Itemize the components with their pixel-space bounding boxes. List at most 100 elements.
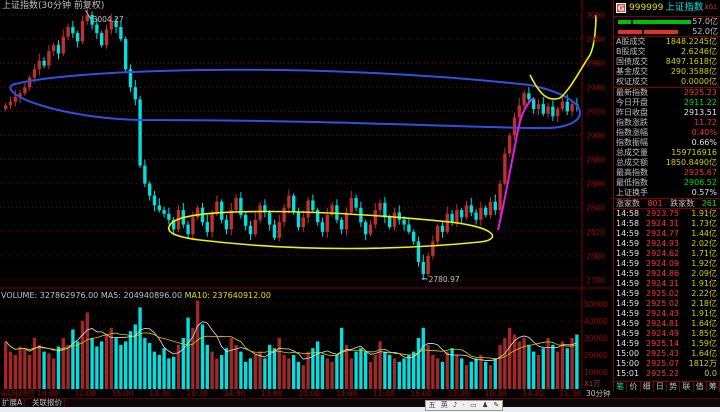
candle-body <box>32 69 37 78</box>
tick-time: 14:59 <box>616 239 640 248</box>
volume-bar <box>282 355 286 389</box>
candle-body <box>445 213 449 232</box>
candle-body <box>277 222 281 238</box>
tick-price: 2924.49 <box>646 329 680 338</box>
candle-body <box>244 214 248 226</box>
kline-chart[interactable]: 3000 2980 2960 2940 2920 2900 2880 2860 2840 2820… <box>0 0 612 390</box>
xg-badge: XG1 <box>704 4 717 11</box>
tick-price: 2924.62 <box>646 249 680 258</box>
candle-body <box>152 195 157 206</box>
price-tick-label: 2960 <box>586 59 605 68</box>
time-label: 10:30 <box>484 389 507 398</box>
tick-row: 14:59 2924.62 1.71亿 <box>614 249 720 259</box>
volume-bar <box>364 351 368 389</box>
ime-button[interactable]: ✎ <box>493 401 500 409</box>
candle-body <box>508 135 512 154</box>
candle-body <box>498 183 502 211</box>
quote-row-label: 指数涨幅 <box>616 128 648 137</box>
candle-body <box>205 222 209 232</box>
candle-body <box>229 210 233 230</box>
candle-body <box>71 27 75 34</box>
candle-body <box>335 205 339 220</box>
up-count: 801 <box>647 199 663 208</box>
turnover-section: A股成交 1848.2245亿 B股成交 2.6246亿 国债成交 8497.1618亿基… <box>614 37 720 88</box>
g-icon[interactable]: G <box>616 3 626 13</box>
price-tick-label: 2940 <box>586 83 605 92</box>
panel-tab[interactable]: 筹 <box>707 382 720 392</box>
quote-row-value: 2911.22 <box>683 98 717 107</box>
time-label: 11:30 <box>559 389 582 398</box>
volume-bar <box>349 358 353 389</box>
tick-price: 2924.81 <box>646 319 680 328</box>
volume-bar <box>402 358 406 389</box>
period-selector[interactable]: 30分钟 <box>586 389 611 398</box>
tick-row: 14:58 2923.75 1.91亿 <box>614 209 720 219</box>
candle-body <box>397 212 401 220</box>
volume-bar <box>421 327 425 389</box>
quote-row-value: 1850.8490亿 <box>665 158 717 167</box>
ime-button[interactable]: 五 <box>428 401 436 409</box>
ime-button[interactable]: ♟ <box>481 401 489 409</box>
quote-row-label: 总成交额 <box>616 158 648 167</box>
volume-bar <box>109 327 113 389</box>
panel-tab[interactable]: 值 <box>694 382 707 392</box>
candle-body <box>143 165 147 184</box>
candle-body <box>61 36 65 54</box>
volume-bar <box>296 361 301 389</box>
related-quote-button[interactable]: 关联报价 <box>30 399 65 407</box>
candle-body <box>90 15 94 25</box>
tick-time: 14:59 <box>616 259 640 268</box>
tick-list[interactable]: 14:58 2923.75 1.91亿 14:58 2924.31 1.73亿 14:59 2… <box>614 209 720 379</box>
volume-bar <box>320 355 325 389</box>
quote-row-label: 昨日收盘 <box>616 108 648 117</box>
volume-bar <box>104 334 109 389</box>
candle-body <box>320 222 325 232</box>
ext-a-button[interactable]: 扩展A <box>0 399 26 407</box>
panel-tab[interactable]: 日 <box>654 382 667 392</box>
tick-time: 14:59 <box>616 299 640 308</box>
turnover-row-value: 0.0000亿 <box>681 77 717 86</box>
candle-body <box>42 60 46 66</box>
ime-toolbar: 五英 ♪ · ▭ ♟ ✎ <box>425 400 503 411</box>
bar1-value: 57.0亿 <box>692 17 718 26</box>
tick-price: 2925.07 <box>646 359 680 368</box>
candle-body <box>469 205 473 213</box>
ime-button[interactable]: ♪ <box>453 401 458 409</box>
candle-body <box>172 219 176 230</box>
candle-body <box>37 60 41 70</box>
volume-bar <box>508 327 512 389</box>
tick-time: 14:59 <box>616 269 640 278</box>
volume-bar <box>181 338 185 389</box>
turnover-row: 基金成交 290.3588亿 <box>614 67 720 77</box>
candle-body <box>292 195 296 213</box>
panel-tab[interactable]: 价 <box>627 382 641 392</box>
ime-button[interactable]: ▭ <box>470 401 477 409</box>
quote-row-value: 11.72 <box>694 118 717 127</box>
volume-bar <box>215 358 219 389</box>
ime-button[interactable]: 英 <box>440 401 448 409</box>
ime-button[interactable]: · <box>462 401 465 409</box>
volume-bar <box>445 351 449 389</box>
volume-bar <box>522 338 526 389</box>
volume-bar <box>575 334 579 389</box>
quote-row-value: 2913.51 <box>683 108 717 117</box>
volume-legend: VOLUME: 327862976.00 MA5: 204940896.00 M… <box>1 291 271 301</box>
panel-tab[interactable]: 细 <box>641 382 654 392</box>
volume-bar <box>152 351 157 389</box>
candle-body <box>488 201 493 215</box>
panel-tab[interactable]: 联 <box>680 382 694 392</box>
volume-bar <box>512 334 517 389</box>
turnover-row-value: 1848.2245亿 <box>665 37 717 46</box>
up-count-label: 涨家数 <box>616 199 640 208</box>
candle-body <box>200 207 205 223</box>
annotation-blue-ellipse <box>9 68 581 130</box>
volume-bar <box>484 361 488 389</box>
time-label: 15:00 <box>111 389 134 398</box>
quote-row-value: 0.66% <box>691 138 717 147</box>
volume-bar <box>570 338 574 389</box>
tick-price: 2923.75 <box>646 209 680 218</box>
panel-tab[interactable]: 势 <box>667 382 681 392</box>
volume-bar <box>234 344 238 389</box>
volume-bar <box>493 358 497 389</box>
panel-tab[interactable]: 笔 <box>614 382 628 392</box>
